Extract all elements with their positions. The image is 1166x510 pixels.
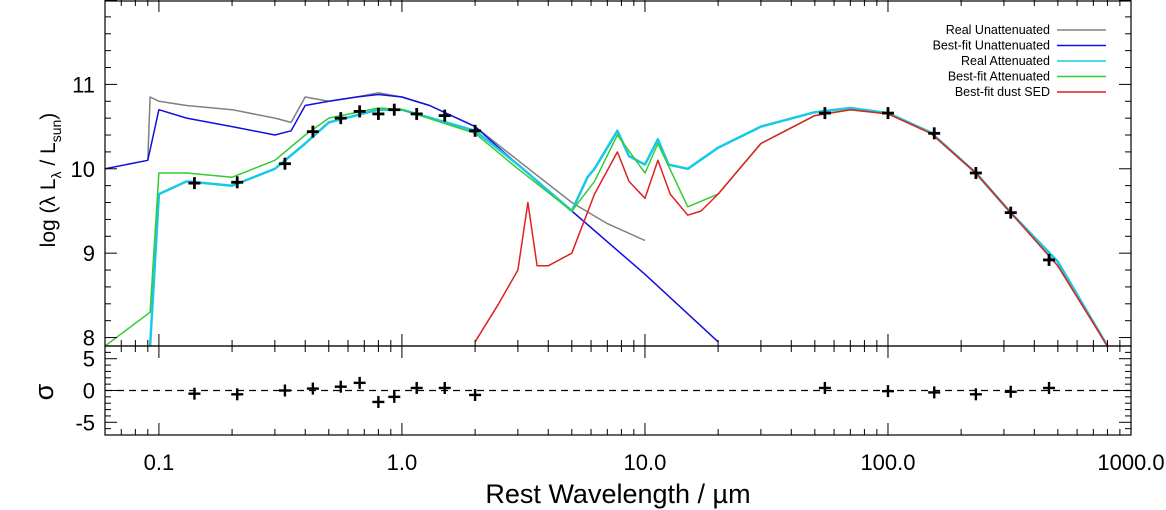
residual-point bbox=[928, 386, 941, 399]
observed-point bbox=[1043, 253, 1056, 266]
y-tick-label: 11 bbox=[72, 72, 95, 97]
residual-y-axis-title: σ bbox=[29, 383, 59, 400]
x-tick-label: 0.1 bbox=[144, 450, 175, 475]
y-tick-label: 10 bbox=[71, 157, 95, 182]
x-tick-label: 10.0 bbox=[624, 450, 667, 475]
x-axis-title: Rest Wavelength / µm bbox=[485, 479, 750, 509]
residual-point bbox=[1004, 385, 1017, 398]
observed-point bbox=[469, 124, 482, 137]
observed-point bbox=[1004, 206, 1017, 219]
residual-point bbox=[410, 381, 423, 394]
observed-point bbox=[969, 167, 982, 179]
sed-panel-lines bbox=[105, 92, 1109, 346]
residual-y-tick-label: 0 bbox=[83, 379, 95, 404]
observed-point bbox=[388, 103, 401, 116]
legend: Real Unattenuated Best-fit UnattenuatedRe… bbox=[933, 23, 1106, 99]
observed-point bbox=[372, 107, 385, 120]
x-tick-label: 1000.0 bbox=[1097, 450, 1164, 475]
residual-point bbox=[881, 385, 894, 398]
series-line-best-fit-unattenuated bbox=[105, 93, 719, 343]
residual-point bbox=[231, 388, 244, 401]
observed-point bbox=[438, 109, 451, 122]
residual-panel bbox=[105, 376, 1131, 408]
residual-point bbox=[469, 388, 482, 401]
legend-entry-label: Real Unattenuated bbox=[946, 23, 1050, 37]
axis-ticks bbox=[104, 0, 1132, 435]
observed-point bbox=[881, 107, 894, 120]
observed-point bbox=[410, 107, 423, 120]
y-axis-title: log (λ Lλ / Lsun) bbox=[37, 113, 64, 248]
residual-point bbox=[818, 381, 831, 394]
legend-entry-label: Real Attenuated bbox=[961, 54, 1050, 68]
residual-point bbox=[278, 384, 291, 397]
observed-point bbox=[278, 157, 291, 170]
observed-point bbox=[818, 107, 831, 120]
series-line-best-fit-dust-sed bbox=[474, 108, 1109, 346]
axis-labels: 0.1 1.0 10.0 100.0 1000.0 8 9 10 11 -5 0 5 Rest Wave… bbox=[29, 72, 1165, 509]
series-line-best-fit-attenuated bbox=[105, 107, 1109, 346]
residual-point bbox=[969, 388, 982, 401]
legend-entry-label: Best-fit Unattenuated bbox=[933, 39, 1050, 53]
series-line-real-unattenuated bbox=[147, 92, 646, 242]
residual-point bbox=[388, 390, 401, 403]
observed-point bbox=[334, 112, 347, 125]
observed-point bbox=[231, 176, 244, 189]
legend-entry-label: Best-fit Attenuated bbox=[948, 70, 1050, 84]
residual-point bbox=[1043, 381, 1056, 394]
legend-entry-label: Best-fit dust SED bbox=[955, 85, 1050, 99]
residual-panel-frame bbox=[104, 345, 1132, 436]
y-tick-label: 9 bbox=[83, 241, 95, 266]
residual-y-tick-label: 5 bbox=[83, 347, 95, 372]
residual-y-tick-label: -5 bbox=[75, 410, 95, 435]
observed-point bbox=[306, 125, 319, 138]
observed-point bbox=[188, 177, 201, 190]
sed-observed-points bbox=[188, 103, 1056, 266]
residual-point bbox=[306, 382, 319, 395]
residual-point bbox=[372, 395, 385, 408]
residual-point bbox=[188, 387, 201, 400]
observed-point bbox=[928, 127, 941, 140]
residual-point bbox=[353, 376, 366, 389]
residual-point bbox=[334, 380, 347, 393]
x-tick-label: 100.0 bbox=[860, 450, 915, 475]
observed-point bbox=[353, 105, 366, 118]
y-tick-label: 8 bbox=[83, 326, 95, 351]
residual-point bbox=[438, 381, 451, 394]
x-tick-label: 1.0 bbox=[387, 450, 418, 475]
